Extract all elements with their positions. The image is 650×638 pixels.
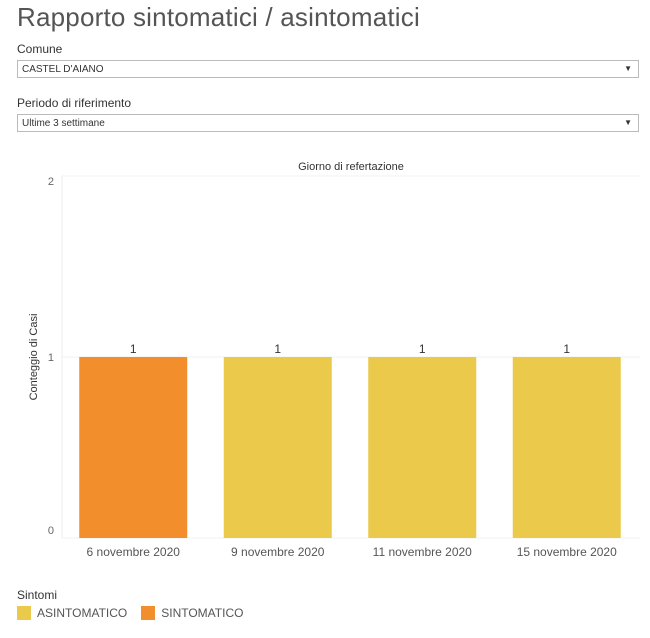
chart-title: Giorno di refertazione [298, 161, 404, 173]
periodo-dropdown[interactable]: Ultime 3 settimane ▼ [17, 114, 639, 132]
data-label: 1 [563, 342, 570, 356]
page-title: Rapporto sintomatici / asintomatici [17, 2, 420, 32]
legend-swatch [141, 606, 156, 620]
bar [368, 357, 477, 538]
chevron-down-icon: ▼ [624, 118, 632, 127]
comune-dropdown[interactable]: CASTEL D'AIANO ▼ [17, 60, 639, 78]
y-tick-label: 2 [48, 176, 54, 188]
x-tick-label: 15 novembre 2020 [517, 545, 617, 559]
data-label: 1 [274, 342, 281, 356]
chevron-down-icon: ▼ [624, 64, 632, 73]
periodo-value: Ultime 3 settimane [22, 118, 105, 129]
comune-label: Comune [17, 42, 63, 56]
legend-item-sintomatico[interactable]: SINTOMATICO [141, 606, 243, 620]
y-tick-label: 0 [48, 525, 54, 537]
legend: ASINTOMATICO SINTOMATICO [17, 606, 243, 620]
x-tick-label: 11 novembre 2020 [373, 545, 473, 559]
legend-label: SINTOMATICO [161, 606, 244, 620]
comune-value: CASTEL D'AIANO [22, 64, 104, 75]
legend-label: ASINTOMATICO [37, 606, 128, 620]
legend-item-asintomatico[interactable]: ASINTOMATICO [17, 606, 127, 620]
bar [79, 357, 188, 538]
x-tick-label: 6 novembre 2020 [87, 545, 181, 559]
periodo-label: Periodo di riferimento [17, 96, 132, 110]
y-axis-title: Conteggio di Casi [28, 314, 40, 401]
x-tick-label: 9 novembre 2020 [231, 545, 325, 559]
y-tick-label: 1 [48, 352, 54, 364]
bar [512, 357, 621, 538]
data-label: 1 [130, 342, 137, 356]
legend-title: Sintomi [17, 588, 58, 602]
bar [223, 357, 332, 538]
legend-swatch [17, 606, 31, 620]
data-label: 1 [419, 342, 426, 356]
